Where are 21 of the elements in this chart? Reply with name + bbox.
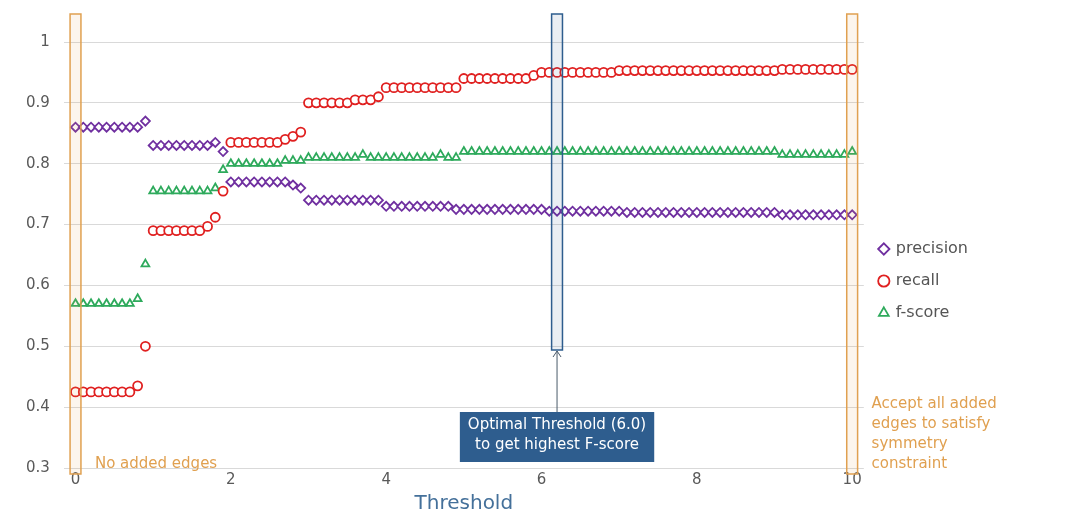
legend-label: recall xyxy=(895,270,940,290)
y-tick-label: 0.5 xyxy=(26,336,50,355)
band-label: Accept all added edges to satisfy symmetry constraint xyxy=(871,394,997,473)
y-tick-label: 0.8 xyxy=(26,153,50,172)
x-tick-label: 6 xyxy=(536,469,547,488)
legend-label: precision xyxy=(895,238,969,258)
band-label: No added edges xyxy=(94,454,218,473)
y-tick-label: 0.3 xyxy=(26,457,50,476)
x-tick-label: 10 xyxy=(842,469,862,488)
y-tick-label: 1 xyxy=(40,31,50,50)
x-axis-title: Threshold xyxy=(413,490,514,515)
y-tick-label: 0.4 xyxy=(26,397,50,416)
y-tick-label: 0.9 xyxy=(26,92,50,111)
x-tick-label: 2 xyxy=(226,469,236,488)
y-tick-label: 0.7 xyxy=(26,214,50,233)
y-tick-label: 0.6 xyxy=(26,275,50,294)
x-tick-label: 8 xyxy=(692,469,702,488)
x-tick-label: 4 xyxy=(381,469,391,488)
x-tick-label: 0 xyxy=(70,469,81,488)
band-label: Optimal Threshold (6.0) to get highest F-score xyxy=(467,415,647,454)
legend-label: f-score xyxy=(895,302,950,322)
